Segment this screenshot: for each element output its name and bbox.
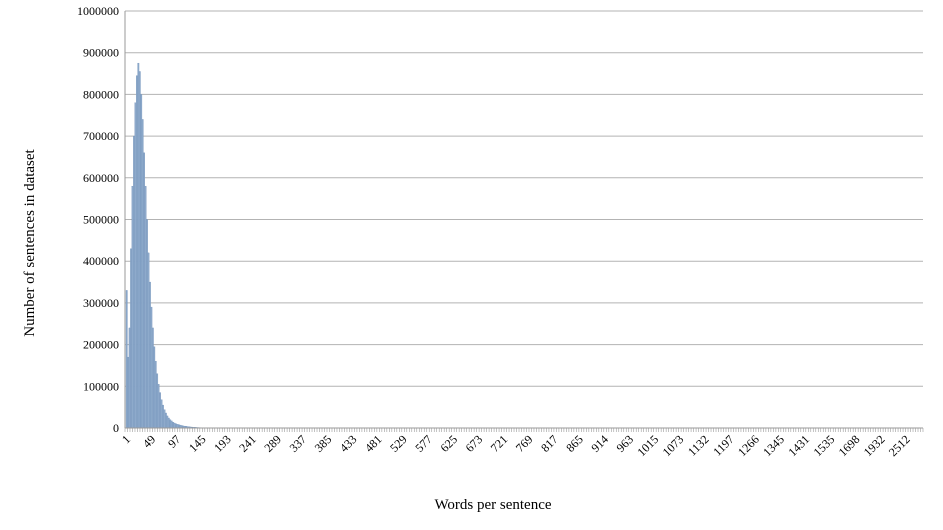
bar [178,424,180,429]
bar [173,422,176,429]
y-tick-label: 0 [113,421,119,435]
x-tick-label: 673 [463,432,486,455]
bar [167,417,170,429]
y-tick-label: 800000 [83,87,119,101]
bar [127,356,130,429]
x-tick-label: 97 [165,432,183,450]
bar-series [125,62,217,429]
x-tick-label: 1431 [785,432,812,459]
x-tick-label: 1 [119,432,133,446]
y-axis-title: Number of sentences in dataset [22,148,38,336]
x-tick-label: 1345 [760,432,787,459]
x-tick-label: 241 [236,432,259,455]
x-tick-label: 1932 [861,432,888,459]
y-tick-label: 700000 [83,129,119,143]
bar [170,420,173,429]
bar [166,415,169,429]
bar [131,185,134,429]
bar [160,399,163,429]
x-tick-label: 865 [563,432,586,455]
x-tick-label: 49 [140,432,158,450]
bar [172,422,174,429]
bar [162,404,164,429]
x-tick-label: 145 [186,432,209,455]
y-tick-label: 500000 [83,213,119,227]
x-tick-label: 1073 [660,432,687,459]
bar [141,119,144,429]
bar [176,424,179,429]
bar [151,327,154,429]
x-tick-label: 1698 [836,432,863,459]
bar [125,290,128,429]
x-tick-label: 1266 [735,432,762,459]
bar [159,392,161,429]
x-tick-label: 1015 [634,432,661,459]
x-tick-label: 193 [211,432,234,455]
x-tick-labels: 1 49 97 145 193 241 289 337 385 433 481 529 577 625 67… [119,432,913,459]
bar [147,252,150,429]
bar [146,219,148,429]
gridlines [125,10,923,429]
x-tick-label: 289 [261,432,284,455]
x-tick-label: 337 [287,432,310,455]
bar [130,248,132,429]
y-tick-label: 300000 [83,296,119,310]
bar [138,71,141,429]
y-tick-labels: 0 100000 200000 300000 400000 500000 600000 700… [77,4,119,435]
bar [137,62,140,429]
bar [144,185,147,429]
y-tick-label: 200000 [83,338,119,352]
bar [169,419,172,429]
axes [124,11,924,432]
x-tick-label: 1132 [685,432,712,459]
bar [156,373,159,429]
x-tick-label: 577 [412,432,435,455]
x-tick-label: 721 [488,432,511,455]
bar [135,75,138,429]
y-tick-label: 400000 [83,254,119,268]
bar [157,384,160,429]
bar [164,412,167,429]
bar [163,409,166,429]
y-tick-label: 100000 [83,379,119,393]
x-tick-label: 433 [337,432,360,455]
x-tick-label: 529 [387,432,410,455]
x-axis-title: Words per sentence [434,497,551,513]
bar [154,361,157,429]
bar [150,306,153,429]
bar [153,346,156,429]
bar [128,327,131,429]
x-tick-label: 481 [362,432,385,455]
bar [140,94,143,429]
x-tick-label: 1197 [710,432,737,459]
bar [149,281,151,429]
x-tick-label: 1535 [810,432,837,459]
x-tick-label: 2512 [886,432,913,459]
bar [175,423,177,429]
x-tick-label: 817 [538,432,561,455]
bar [143,152,145,429]
x-tick-label: 914 [588,432,611,455]
x-tick-label: 963 [613,432,636,455]
y-tick-label: 600000 [83,171,119,185]
x-tick-label: 625 [437,432,460,455]
y-tick-label: 900000 [83,46,119,60]
bar [134,102,137,429]
y-tick-label: 1000000 [77,4,119,18]
x-tick-label: 769 [513,432,536,455]
x-tick-label: 385 [312,432,335,455]
bar [133,135,135,429]
